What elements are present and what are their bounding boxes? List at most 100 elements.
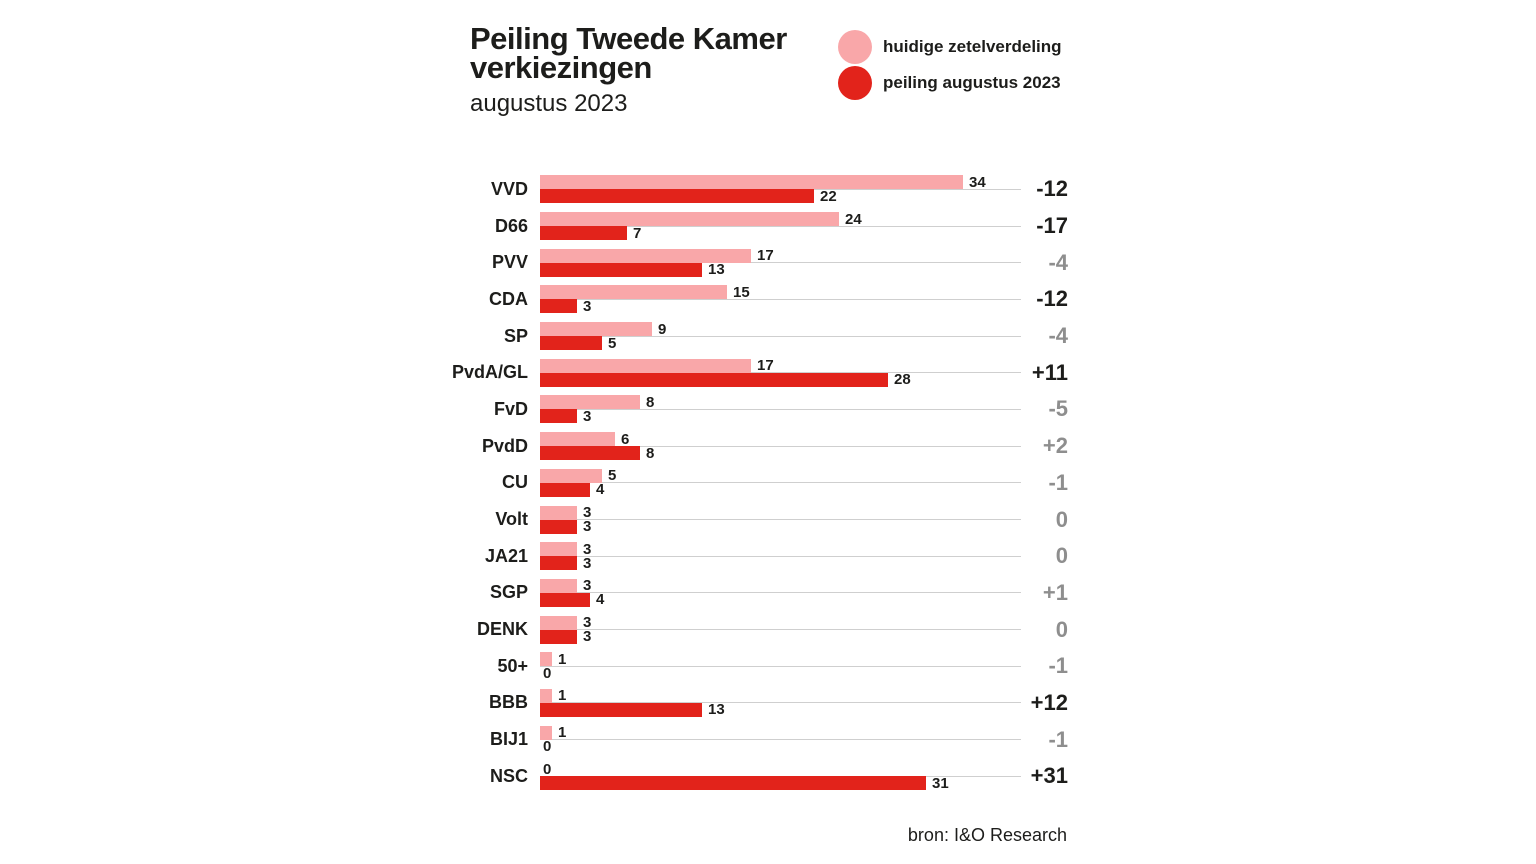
- chart-row: CU 5 4 -1: [0, 465, 1068, 502]
- delta-label: -1: [1048, 653, 1068, 679]
- delta-label: -1: [1048, 469, 1068, 495]
- poll-seats-bar: [540, 226, 627, 241]
- poll-seats-bar: [540, 446, 640, 461]
- current-seats-value: 3: [583, 577, 592, 595]
- party-label: PvdD: [481, 435, 528, 456]
- current-seats-value: 6: [621, 430, 630, 448]
- delta-label: +31: [1030, 763, 1068, 789]
- current-seats-bar: [540, 505, 577, 520]
- party-label: DENK: [476, 619, 528, 640]
- row-gridline: [540, 262, 1021, 264]
- poll-seats-value: 0: [543, 738, 552, 756]
- current-seats-value: 1: [558, 687, 567, 705]
- party-label: PVV: [491, 252, 528, 273]
- chart-row: CDA 15 3 -12: [0, 281, 1068, 318]
- current-seats-bar: [540, 578, 577, 593]
- current-seats-value: 1: [558, 724, 567, 742]
- chart-row: VVD 34 22 -12: [0, 171, 1068, 208]
- poll-seats-bar: [540, 299, 577, 314]
- party-label: BBB: [489, 692, 528, 713]
- delta-label: +2: [1042, 433, 1068, 459]
- grouped-bar-chart: VVD 34 22 -12 D66 24 7 -17 PVV 17 13 -4 CDA 15 3 -12 SP 9…: [0, 171, 1068, 795]
- chart-row: DENK 3 3 0: [0, 611, 1068, 648]
- row-gridline: [540, 629, 1021, 631]
- poll-seats-value: 4: [596, 591, 605, 609]
- party-label: CDA: [489, 288, 528, 309]
- title-block: Peiling Tweede Kamer verkiezingen augustu…: [470, 21, 787, 118]
- current-seats-bar: [540, 358, 751, 373]
- current-seats-value: 8: [646, 393, 655, 411]
- bar-group: 34 22: [540, 173, 1021, 205]
- current-seats-bar: [540, 468, 602, 483]
- current-seats-value: 0: [543, 760, 552, 778]
- poll-seats-bar: [540, 776, 926, 791]
- poll-seats-value: 13: [708, 701, 725, 719]
- delta-label: 0: [1055, 616, 1068, 642]
- legend-item-poll: peiling augustus 2023: [838, 65, 1062, 100]
- poll-seats-value: 0: [543, 664, 552, 682]
- poll-seats-value: 28: [894, 371, 911, 389]
- poll-seats-bar: [540, 336, 602, 351]
- current-seats-bar: [540, 652, 552, 667]
- chart-row: D66 24 7 -17: [0, 208, 1068, 245]
- delta-label: -5: [1048, 396, 1068, 422]
- current-seats-bar: [540, 688, 552, 703]
- current-seats-value: 24: [845, 210, 862, 228]
- current-seats-value: 3: [583, 540, 592, 558]
- row-gridline: [540, 665, 1021, 667]
- current-seats-value: 5: [608, 467, 617, 485]
- delta-label: +12: [1030, 689, 1068, 715]
- chart-row: Volt 3 3 0: [0, 501, 1068, 538]
- chart-subtitle: augustus 2023: [470, 90, 628, 117]
- current-seats-value: 17: [757, 247, 774, 265]
- legend-label-current-seats: huidige zetelverdeling: [883, 36, 1062, 56]
- party-label: SGP: [489, 582, 528, 603]
- current-seats-bar: [540, 432, 615, 447]
- poll-seats-value: 3: [583, 297, 592, 315]
- current-seats-value: 34: [969, 173, 986, 191]
- bar-group: 0 31: [540, 760, 1021, 792]
- current-seats-value: 9: [658, 320, 667, 338]
- source-credit: bron: I&O Research: [907, 825, 1067, 845]
- poll-seats-bar: [540, 702, 702, 717]
- poll-swatch-icon: [838, 65, 872, 100]
- current-seats-value: 15: [733, 283, 750, 301]
- poll-seats-value: 4: [596, 481, 605, 499]
- party-label: JA21: [484, 545, 528, 566]
- current-seats-bar: [540, 175, 963, 190]
- current-seats-bar: [540, 542, 577, 557]
- row-gridline: [540, 702, 1021, 704]
- delta-label: -4: [1048, 249, 1068, 275]
- party-label: FvD: [493, 398, 528, 419]
- current-seats-bar: [540, 615, 577, 630]
- bar-group: 15 3: [540, 283, 1021, 315]
- chart-title: Peiling Tweede Kamer verkiezingen: [470, 21, 787, 83]
- party-label: BIJ1: [489, 729, 528, 750]
- current-seats-value: 3: [583, 504, 592, 522]
- chart-row: PVV 17 13 -4: [0, 244, 1068, 281]
- delta-label: -4: [1048, 323, 1068, 349]
- row-gridline: [540, 408, 1021, 410]
- delta-label: +11: [1031, 359, 1068, 385]
- poll-seats-value: 3: [583, 554, 592, 572]
- poll-seats-value: 22: [820, 187, 837, 205]
- party-label: 50+: [497, 655, 528, 676]
- delta-label: +1: [1042, 579, 1068, 605]
- chart-title-line1: Peiling Tweede Kamer: [470, 21, 787, 56]
- poll-seats-value: 8: [646, 444, 655, 462]
- delta-label: 0: [1055, 506, 1068, 532]
- current-seats-bar: [540, 725, 552, 740]
- current-seats-bar: [540, 212, 839, 227]
- current-seats-swatch-icon: [838, 29, 872, 64]
- row-gridline: [540, 519, 1021, 521]
- poll-seats-value: 7: [633, 224, 642, 242]
- party-label: PvdA/GL: [451, 362, 528, 383]
- party-label: VVD: [490, 178, 528, 199]
- chart-row: JA21 3 3 0: [0, 538, 1068, 575]
- chart-row: PvdD 6 8 +2: [0, 428, 1068, 465]
- row-gridline: [540, 335, 1021, 337]
